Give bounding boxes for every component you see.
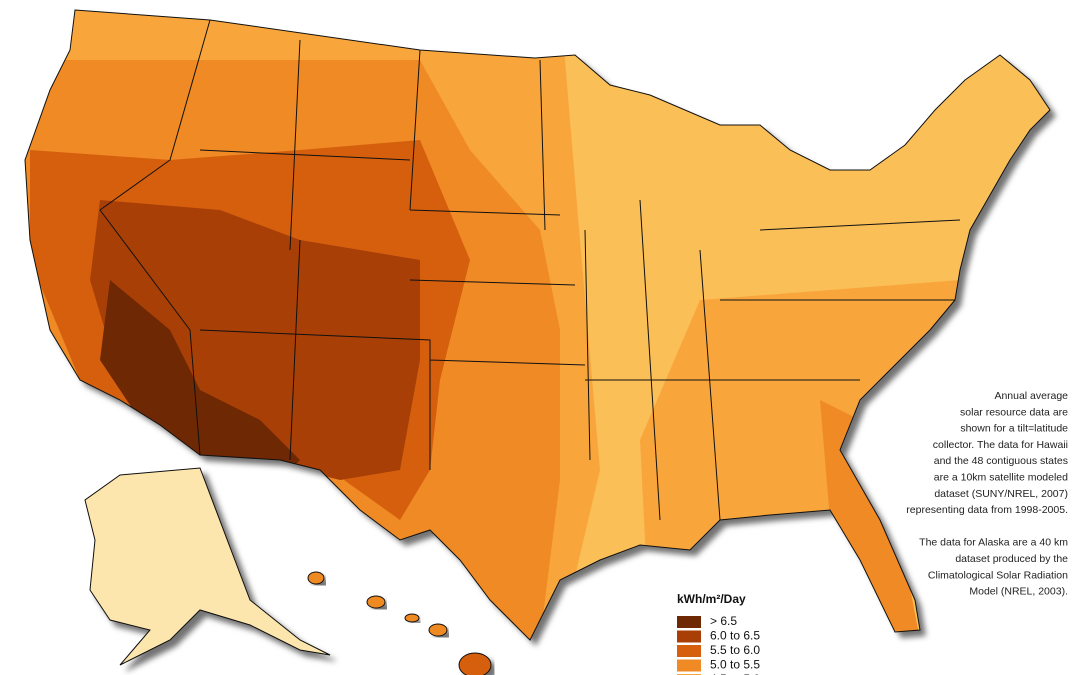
legend: kWh/m²/Day > 6.56.0 to 6.55.5 to 6.05.0 … [677,592,760,675]
legend-swatch [677,616,701,628]
legend-label: 5.5 to 6.0 [710,643,760,657]
note-line: and the 48 contiguous states [934,455,1068,467]
legend-label: > 6.5 [710,614,737,628]
legend-label: 6.0 to 6.5 [710,629,760,643]
note-line: collector. The data for Hawaii [933,439,1068,451]
legend-swatch [677,659,701,672]
note-line: solar resource data are [960,406,1068,418]
hawaii [307,571,492,675]
legend-label: 4.5 to 5.0 [710,672,760,675]
note: Annual average solar resource data are sho… [906,390,1068,598]
legend-label: 5.0 to 5.5 [710,658,760,672]
note-line: Model (NREL, 2003). [969,586,1068,598]
legend-title: kWh/m²/Day [677,592,746,606]
note-line: dataset (SUNY/NREL, 2007) [934,488,1068,500]
note-line: Climatological Solar Radiation [928,569,1068,581]
alaska [84,467,331,666]
note-line: representing data from 1998-2005. [906,504,1068,516]
note-line: The data for Alaska are a 40 km [919,537,1068,549]
legend-swatch [677,630,701,643]
note-line: are a 10km satellite modeled [934,472,1068,484]
note-line: shown for a tilt=latitude [960,423,1068,435]
note-line: dataset produced by the [955,553,1068,565]
note-line: Annual average [994,390,1068,402]
legend-swatch [677,645,701,657]
